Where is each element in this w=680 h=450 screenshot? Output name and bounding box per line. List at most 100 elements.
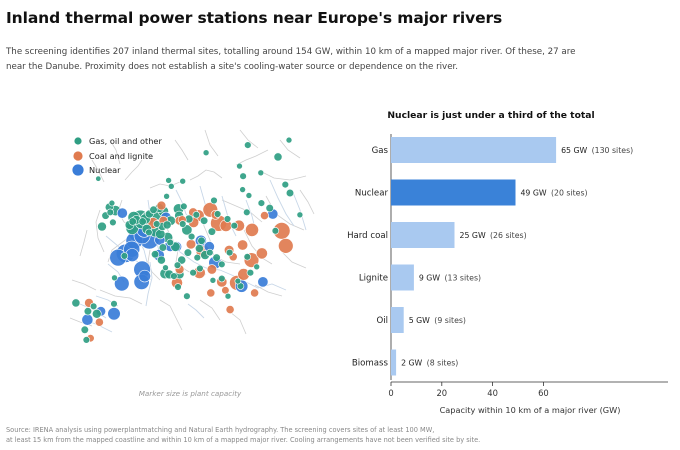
gas-plant-marker <box>151 250 160 259</box>
coal-plant-marker <box>95 317 104 327</box>
map-river-line <box>291 189 307 231</box>
gas-plant-marker <box>166 238 174 247</box>
category-label: Biomass <box>352 359 389 369</box>
bar-value-label: 2 GW <box>401 359 422 368</box>
bar-gas <box>391 137 557 163</box>
map-border-line <box>71 279 97 291</box>
gas-plant-marker <box>162 264 169 272</box>
bar-oil <box>391 307 404 333</box>
legend-label-nuclear: Nuclear <box>89 165 121 175</box>
map-border-line <box>229 311 247 335</box>
nuclear-plant-marker <box>138 269 151 283</box>
gas-plant-marker <box>109 218 117 227</box>
subtitle-line-1: The screening identifies 207 inland ther… <box>6 47 576 57</box>
gas-plant-marker <box>92 308 102 319</box>
x-tick-label: 60 <box>538 388 549 398</box>
gas-plant-marker <box>196 264 204 273</box>
gas-plant-marker <box>202 149 210 156</box>
x-tick-label: 0 <box>388 388 393 398</box>
map-border-line <box>235 149 269 166</box>
gas-plant-marker <box>180 202 188 211</box>
coal-plant-marker <box>221 286 230 295</box>
chart-subtitle: The screening identifies 207 inland ther… <box>6 45 606 75</box>
gas-plant-marker <box>177 255 187 265</box>
gas-plant-marker <box>108 199 116 207</box>
nuclear-plant-marker <box>114 275 130 292</box>
gas-plant-marker <box>106 208 115 217</box>
gas-plant-marker <box>163 193 170 200</box>
gas-plant-marker <box>285 188 295 198</box>
map-border-line <box>109 139 121 165</box>
gas-plant-marker <box>89 302 98 310</box>
map-border-line <box>279 139 301 159</box>
category-label: Lignite <box>359 274 388 284</box>
bar-sites-label: (13 sites) <box>444 274 481 283</box>
nuclear-plant-marker <box>107 307 121 321</box>
nuclear-plant-marker <box>116 207 128 219</box>
map-legend: Gas, oil and other Coal and lignite Nuclea… <box>72 136 162 176</box>
gas-plant-marker <box>213 210 222 218</box>
gas-plant-marker <box>156 255 166 265</box>
bar-chart-title: Nuclear is just under a third of the tot… <box>387 110 594 121</box>
gas-plant-marker <box>218 260 226 268</box>
gas-plant-marker <box>95 175 102 182</box>
legend-label-gas: Gas, oil and other <box>89 136 162 146</box>
gas-plant-marker <box>168 183 175 190</box>
gas-plant-marker <box>265 204 274 213</box>
chart-title: Inland thermal power stations near Europ… <box>6 9 503 27</box>
coal-plant-marker <box>250 288 259 298</box>
gas-plant-marker <box>257 169 265 177</box>
legend-swatch-nuclear <box>72 164 84 176</box>
gas-plant-marker <box>281 180 289 189</box>
map-border-line <box>79 229 88 257</box>
gas-plant-marker <box>193 253 202 262</box>
coal-plant-marker <box>206 264 217 275</box>
gas-plant-marker <box>158 243 167 252</box>
gas-plant-marker <box>230 222 239 230</box>
subtitle-line-2: near the Danube. Proximity does not esta… <box>6 62 459 72</box>
map-border-line <box>204 129 219 157</box>
map-border-line <box>261 171 307 181</box>
coal-plant-marker <box>255 247 268 260</box>
map-border-line <box>239 129 259 149</box>
bar-sites-label: (26 sites) <box>490 231 527 240</box>
map-border-line <box>299 189 315 215</box>
gas-plant-marker <box>218 274 226 283</box>
legend-label-coal: Coal and lignite <box>89 151 153 161</box>
gas-plant-marker <box>138 217 147 226</box>
bar-nuclear <box>391 179 516 206</box>
gas-plant-marker <box>207 227 216 236</box>
bar-sites-label: (20 sites) <box>551 189 588 198</box>
gas-plant-marker <box>153 220 161 228</box>
coal-plant-marker <box>156 200 167 211</box>
gas-plant-marker <box>209 276 217 284</box>
gas-plant-marker <box>243 253 252 261</box>
gas-plant-marker <box>189 269 197 277</box>
gas-plant-marker <box>179 177 186 185</box>
nuclear-plant-marker <box>257 276 269 288</box>
coal-plant-marker <box>206 288 216 298</box>
gas-plant-marker <box>206 248 214 257</box>
category-label: Nuclear <box>355 189 389 199</box>
gas-plant-marker <box>192 211 201 219</box>
gas-plant-marker <box>246 269 255 277</box>
map-border-line <box>221 199 263 223</box>
category-label: Gas <box>372 146 389 156</box>
gas-plant-marker <box>273 152 283 162</box>
gas-plant-marker <box>200 216 209 225</box>
source-line-2: at least 15 km from the mapped coastline… <box>6 436 481 444</box>
x-tick-label: 40 <box>487 388 498 398</box>
gas-plant-marker <box>236 162 243 170</box>
x-axis-label: Capacity within 10 km of a major river (… <box>440 405 621 415</box>
map-border-line <box>99 289 143 305</box>
gas-plant-marker <box>245 192 253 199</box>
gas-plant-marker <box>149 205 158 214</box>
map-note: Marker size is plant capacity <box>139 389 242 398</box>
bar-value-label: 49 GW <box>520 189 546 198</box>
map-river-line <box>269 179 295 227</box>
gas-plant-marker <box>170 272 178 280</box>
gas-plant-marker <box>111 274 118 282</box>
category-label: Oil <box>376 316 388 326</box>
map-river-line <box>145 261 153 307</box>
gas-plant-marker <box>253 263 261 271</box>
